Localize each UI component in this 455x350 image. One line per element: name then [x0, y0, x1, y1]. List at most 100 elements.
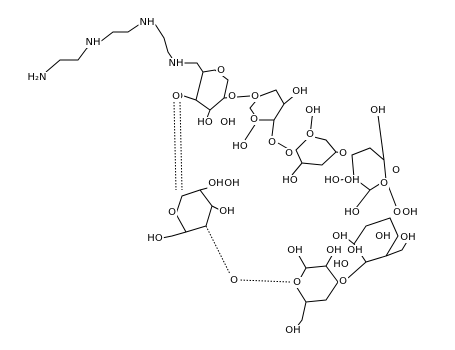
atom-label: O — [393, 207, 401, 218]
atom-label: OH — [400, 232, 415, 243]
atom-label: OH — [347, 245, 362, 256]
label-background — [207, 178, 225, 189]
label-background — [284, 325, 302, 336]
atom-label: O — [172, 91, 180, 102]
atom-label: O — [380, 178, 388, 189]
label-background — [291, 86, 309, 97]
label-background — [171, 91, 182, 102]
label-background — [218, 206, 236, 217]
atom-label: O — [268, 137, 276, 148]
atom-label: H₂N — [27, 72, 46, 83]
ring — [175, 189, 213, 233]
atom-label: O — [285, 148, 293, 159]
atom-label: HO — [324, 175, 340, 186]
bond — [161, 231, 187, 239]
atom-label: HO — [197, 117, 213, 128]
atom-label: OH — [287, 245, 302, 256]
hashed-bond — [239, 279, 291, 283]
atom-label: OH — [375, 231, 390, 242]
bond — [385, 239, 409, 257]
atom-label: O — [250, 114, 258, 125]
atom-label: O — [217, 65, 225, 76]
label-background — [196, 117, 214, 128]
bond — [271, 119, 275, 137]
label-background — [391, 165, 402, 176]
atom-label: OH — [224, 178, 239, 189]
label-background — [332, 259, 350, 270]
label-background — [392, 207, 403, 218]
label-background — [369, 105, 387, 116]
label-background — [323, 175, 341, 186]
atom-label: OH — [305, 105, 320, 116]
atom-label: OH — [285, 325, 300, 336]
label-background — [26, 72, 48, 83]
atom-label: HO — [344, 207, 360, 218]
atom-label: OH — [370, 105, 385, 116]
label-background — [379, 178, 390, 189]
atom-label: HO — [232, 141, 248, 152]
label-background — [249, 114, 260, 125]
label-background — [216, 65, 227, 76]
atom-label: O — [339, 148, 347, 159]
label-background — [138, 17, 156, 28]
atom-label: NH — [140, 17, 155, 28]
bond — [377, 114, 385, 161]
atom-label: HO — [333, 259, 349, 270]
atom-label: O — [168, 207, 176, 218]
label-background — [219, 117, 237, 128]
ring — [295, 265, 339, 303]
label-background — [346, 245, 364, 256]
label-background — [229, 275, 240, 286]
label-background — [286, 245, 304, 256]
atom-label: O — [293, 277, 301, 288]
hashed-bond — [173, 101, 177, 191]
label-background — [146, 233, 164, 244]
label-background — [374, 231, 392, 242]
label-background — [305, 129, 316, 140]
amine-link — [184, 62, 204, 73]
label-background — [267, 137, 278, 148]
label-background — [399, 232, 417, 243]
ring — [295, 135, 337, 166]
label-background — [167, 207, 178, 218]
atom-label: OH — [292, 86, 307, 97]
atom-label: O — [251, 91, 259, 102]
atom-label: OH — [402, 207, 417, 218]
label-background — [227, 91, 238, 102]
atom-label: HO — [147, 233, 163, 244]
atom-label: OH — [208, 178, 223, 189]
atom-label: OH — [220, 117, 235, 128]
bond — [347, 261, 367, 279]
bond — [206, 109, 211, 119]
label-background — [223, 178, 241, 189]
amine-chain — [45, 23, 173, 73]
atom-label: O — [230, 275, 238, 286]
atom-labels: H₂NNHNHNHOOHOOHOOOHOHOOOHOOHOOOHHOOHOHOO… — [26, 17, 419, 336]
label-background — [284, 148, 295, 159]
atom-label: OH — [326, 245, 341, 256]
atom-label: NH — [169, 58, 184, 69]
label-background — [325, 245, 343, 256]
label-background — [231, 141, 249, 152]
bond — [183, 95, 197, 101]
bond — [297, 253, 307, 269]
atom-label: HO — [282, 175, 298, 186]
bond — [355, 189, 371, 209]
atom-label: O — [306, 129, 314, 140]
label-background — [338, 148, 349, 159]
atom-label: O — [228, 91, 236, 102]
label-background — [167, 58, 185, 69]
label-background — [292, 277, 303, 288]
label-background — [281, 175, 299, 186]
atom-label: OH — [344, 175, 359, 186]
hashed-bond — [179, 101, 183, 191]
label-background — [401, 207, 419, 218]
label-background — [331, 231, 349, 242]
label-background — [250, 91, 261, 102]
label-background — [338, 276, 349, 287]
label-background — [84, 37, 102, 48]
hashed-bond — [205, 225, 231, 275]
label-background — [304, 105, 322, 116]
atom-label: O — [392, 165, 400, 176]
